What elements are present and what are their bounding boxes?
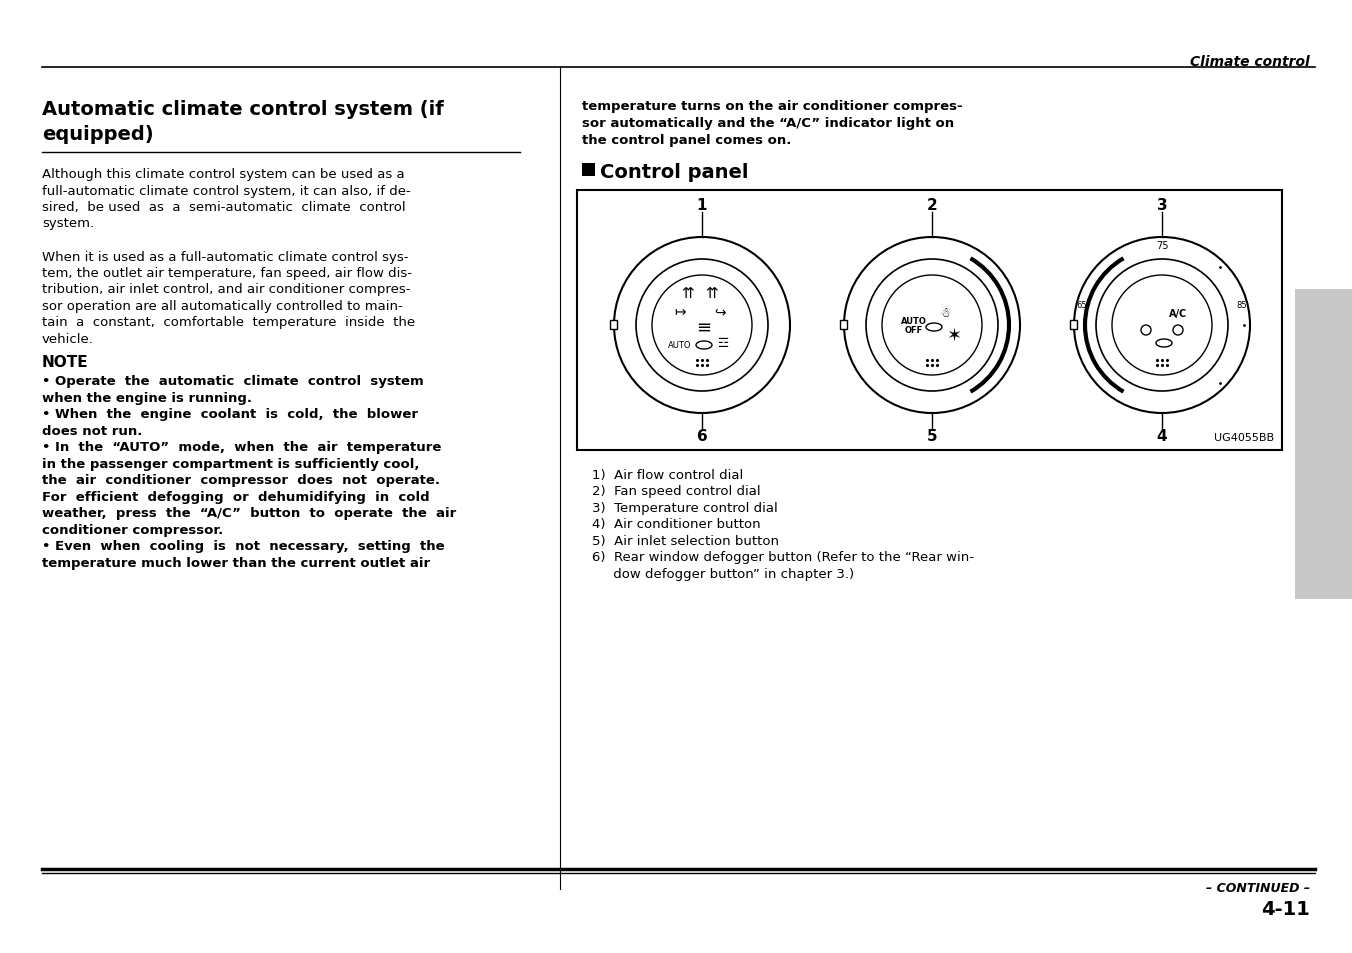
Bar bbox=[581, 164, 595, 177]
Text: 75: 75 bbox=[1156, 241, 1168, 251]
Text: 4-11: 4-11 bbox=[1261, 899, 1310, 918]
Text: the  air  conditioner  compressor  does  not  operate.: the air conditioner compressor does not … bbox=[42, 474, 439, 487]
Text: AUTO: AUTO bbox=[668, 341, 692, 350]
Bar bbox=[1295, 290, 1352, 599]
Text: • Even  when  cooling  is  not  necessary,  setting  the: • Even when cooling is not necessary, se… bbox=[42, 540, 445, 553]
Text: tain  a  constant,  comfortable  temperature  inside  the: tain a constant, comfortable temperature… bbox=[42, 316, 415, 329]
Text: temperature turns on the air conditioner compres-: temperature turns on the air conditioner… bbox=[581, 100, 963, 112]
Text: 4)  Air conditioner button: 4) Air conditioner button bbox=[592, 518, 761, 531]
Bar bbox=[610, 320, 617, 330]
Circle shape bbox=[1141, 326, 1151, 335]
Circle shape bbox=[1174, 326, 1183, 335]
Text: equipped): equipped) bbox=[42, 125, 154, 144]
Circle shape bbox=[614, 237, 790, 414]
Text: 2)  Fan speed control dial: 2) Fan speed control dial bbox=[592, 485, 761, 498]
Text: 1: 1 bbox=[696, 197, 707, 213]
Text: 3)  Temperature control dial: 3) Temperature control dial bbox=[592, 501, 777, 515]
Text: 6)  Rear window defogger button (Refer to the “Rear win-: 6) Rear window defogger button (Refer to… bbox=[592, 551, 973, 564]
Bar bbox=[840, 320, 846, 330]
Text: full-automatic climate control system, it can also, if de-: full-automatic climate control system, i… bbox=[42, 184, 411, 197]
Ellipse shape bbox=[1156, 339, 1172, 348]
Circle shape bbox=[1073, 237, 1251, 414]
Text: Although this climate control system can be used as a: Although this climate control system can… bbox=[42, 168, 404, 181]
Text: A/C: A/C bbox=[1169, 309, 1187, 318]
Text: 85: 85 bbox=[1237, 301, 1248, 310]
Text: UG4055BB: UG4055BB bbox=[1214, 433, 1274, 442]
Ellipse shape bbox=[926, 324, 942, 332]
Text: 5: 5 bbox=[926, 429, 937, 444]
Text: conditioner compressor.: conditioner compressor. bbox=[42, 523, 223, 537]
Text: vehicle.: vehicle. bbox=[42, 333, 93, 346]
Text: tribution, air inlet control, and air conditioner compres-: tribution, air inlet control, and air co… bbox=[42, 283, 411, 296]
Text: ≡: ≡ bbox=[696, 318, 711, 336]
Text: • When  the  engine  coolant  is  cold,  the  blower: • When the engine coolant is cold, the b… bbox=[42, 408, 418, 421]
Bar bbox=[1069, 320, 1078, 330]
Text: ☃: ☃ bbox=[941, 307, 952, 320]
Text: sired,  be used  as  a  semi-automatic  climate  control: sired, be used as a semi-automatic clima… bbox=[42, 201, 406, 213]
Text: • Operate  the  automatic  climate  control  system: • Operate the automatic climate control … bbox=[42, 375, 423, 388]
Circle shape bbox=[652, 275, 752, 375]
Text: when the engine is running.: when the engine is running. bbox=[42, 392, 251, 405]
Circle shape bbox=[882, 275, 982, 375]
Circle shape bbox=[635, 260, 768, 392]
Text: temperature much lower than the current outlet air: temperature much lower than the current … bbox=[42, 557, 430, 569]
Text: When it is used as a full-automatic climate control sys-: When it is used as a full-automatic clim… bbox=[42, 251, 408, 263]
Text: dow defogger button” in chapter 3.): dow defogger button” in chapter 3.) bbox=[592, 567, 854, 580]
Text: 1)  Air flow control dial: 1) Air flow control dial bbox=[592, 469, 744, 481]
Text: Climate control: Climate control bbox=[1190, 55, 1310, 69]
Text: For  efficient  defogging  or  dehumidifying  in  cold: For efficient defogging or dehumidifying… bbox=[42, 491, 430, 503]
Text: ↪: ↪ bbox=[714, 305, 726, 318]
Text: Control panel: Control panel bbox=[600, 163, 749, 182]
Text: OFF: OFF bbox=[904, 326, 923, 335]
Circle shape bbox=[1111, 275, 1211, 375]
Text: in the passenger compartment is sufficiently cool,: in the passenger compartment is sufficie… bbox=[42, 457, 419, 471]
Text: weather,  press  the  “A/C”  button  to  operate  the  air: weather, press the “A/C” button to opera… bbox=[42, 507, 456, 520]
Text: AUTO: AUTO bbox=[900, 317, 927, 326]
Text: does not run.: does not run. bbox=[42, 424, 142, 437]
Text: Automatic climate control system (if: Automatic climate control system (if bbox=[42, 100, 443, 119]
Text: NOTE: NOTE bbox=[42, 355, 89, 370]
Text: sor operation are all automatically controlled to main-: sor operation are all automatically cont… bbox=[42, 299, 403, 313]
Text: 3: 3 bbox=[1157, 197, 1167, 213]
Bar bbox=[577, 191, 1282, 451]
Text: 6: 6 bbox=[696, 429, 707, 444]
Text: • In  the  “AUTO”  mode,  when  the  air  temperature: • In the “AUTO” mode, when the air tempe… bbox=[42, 441, 441, 454]
Ellipse shape bbox=[696, 341, 713, 350]
Text: ⇈: ⇈ bbox=[680, 286, 694, 301]
Circle shape bbox=[867, 260, 998, 392]
Text: 5)  Air inlet selection button: 5) Air inlet selection button bbox=[592, 535, 779, 547]
Text: tem, the outlet air temperature, fan speed, air flow dis-: tem, the outlet air temperature, fan spe… bbox=[42, 267, 412, 280]
Text: ⇈: ⇈ bbox=[706, 286, 718, 301]
Text: system.: system. bbox=[42, 217, 95, 231]
Text: the control panel comes on.: the control panel comes on. bbox=[581, 133, 791, 147]
Text: 4: 4 bbox=[1157, 429, 1167, 444]
Circle shape bbox=[1096, 260, 1228, 392]
Circle shape bbox=[844, 237, 1019, 414]
Text: 2: 2 bbox=[926, 197, 937, 213]
Text: ☲: ☲ bbox=[718, 337, 730, 350]
Text: ↦: ↦ bbox=[675, 305, 685, 318]
Text: ✶: ✶ bbox=[946, 327, 961, 345]
Text: – CONTINUED –: – CONTINUED – bbox=[1206, 882, 1310, 894]
Text: 65: 65 bbox=[1076, 301, 1087, 310]
Text: sor automatically and the “A/C” indicator light on: sor automatically and the “A/C” indicato… bbox=[581, 117, 955, 130]
